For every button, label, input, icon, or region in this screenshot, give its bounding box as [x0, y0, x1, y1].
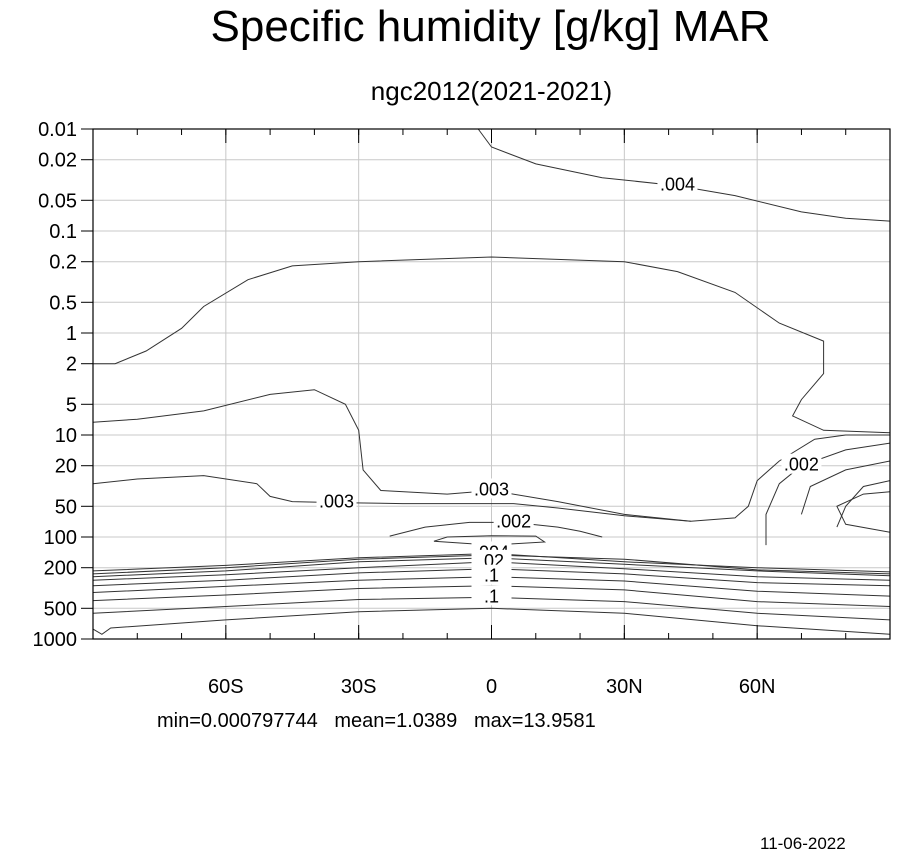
- contour-label: .1: [484, 586, 499, 606]
- chart-subtitle: ngc2012(2021-2021): [370, 76, 613, 106]
- y-tick-label: 2: [66, 354, 77, 376]
- contour-label-bg: [471, 564, 512, 585]
- contour-label-bg: [316, 490, 357, 511]
- date-stamp: 11-06-2022: [760, 834, 846, 853]
- y-tick-label: 0.2: [49, 252, 77, 274]
- contour-label-bg: [471, 478, 512, 499]
- stat-mean: mean=1.0389: [334, 710, 458, 732]
- contour-label: .1: [484, 566, 499, 586]
- contour-line: [836, 491, 891, 533]
- y-tick-label: 0.1: [49, 221, 77, 243]
- y-tick-label: 5: [66, 394, 77, 416]
- stats-line: min=0.000797744 mean=1.0389 max=13.9581: [157, 710, 596, 733]
- contour-label-bg: [493, 510, 534, 531]
- stat-min: min=0.000797744: [157, 710, 318, 732]
- contour-label: .003: [474, 479, 509, 499]
- contour-label: .003: [319, 492, 354, 512]
- contour-label: .004: [660, 175, 695, 195]
- y-tick-label: 1: [66, 323, 77, 345]
- contour-line: [836, 480, 891, 528]
- y-tick-label: 20: [55, 456, 77, 478]
- y-tick-label: 50: [55, 496, 77, 518]
- y-tick-label: 0.02: [38, 150, 77, 172]
- y-tick-label: 200: [44, 558, 77, 580]
- y-tick-label: 100: [44, 527, 77, 549]
- y-tick-label: 10: [55, 425, 77, 447]
- x-tick-label: 30N: [606, 676, 643, 698]
- contour-label-bg: [781, 453, 822, 474]
- x-tick-label: 60N: [739, 676, 776, 698]
- y-tick-label: 0.05: [38, 190, 77, 212]
- contour-line: [93, 256, 891, 434]
- contour-line: [800, 460, 891, 515]
- contour-label: .002: [496, 511, 531, 531]
- x-tick-label: 60S: [208, 676, 244, 698]
- x-tick-label: 30S: [341, 676, 377, 698]
- contour-label-bg: [657, 173, 698, 194]
- contour-label-bg: [471, 585, 512, 606]
- contour-line: [92, 475, 691, 522]
- y-tick-label: 500: [44, 598, 77, 620]
- contour-label: .002: [784, 455, 819, 475]
- y-tick-label: 0.5: [49, 292, 77, 314]
- chart-title: Specific humidity [g/kg] MAR: [210, 2, 771, 51]
- y-tick-label: 0.01: [38, 119, 77, 141]
- y-tick-label: 1000: [33, 629, 78, 651]
- x-tick-label: 0: [486, 676, 497, 698]
- stat-max: max=13.9581: [473, 710, 596, 732]
- contour-line: [92, 607, 891, 635]
- contour-line: [765, 442, 891, 546]
